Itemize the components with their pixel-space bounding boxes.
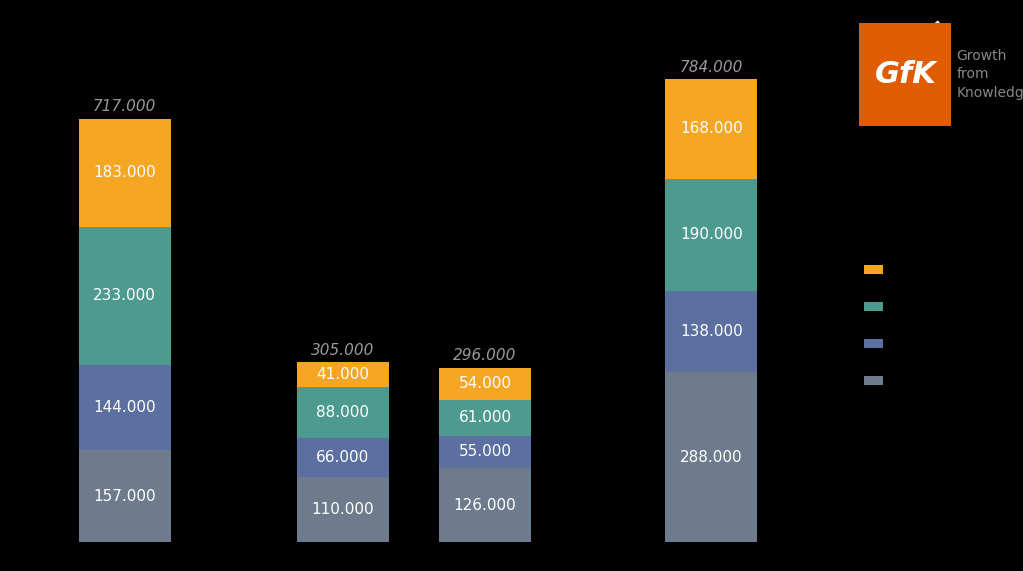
Text: 717.000: 717.000 [93,99,157,114]
Bar [439,400,531,436]
Text: 55.000: 55.000 [458,444,512,459]
Text: 110.000: 110.000 [311,502,374,517]
Text: 144.000: 144.000 [93,400,157,415]
Text: 784.000: 784.000 [679,59,743,75]
Text: GfK: GfK [875,60,936,89]
Bar [439,436,531,468]
Bar [79,227,171,365]
Bar [439,468,531,542]
Text: 183.000: 183.000 [93,166,157,180]
Text: 296.000: 296.000 [453,348,517,363]
Bar [79,119,171,227]
Text: 190.000: 190.000 [680,227,743,242]
Bar [79,365,171,450]
Text: 126.000: 126.000 [453,498,517,513]
Text: 305.000: 305.000 [311,343,374,357]
Text: 41.000: 41.000 [316,367,369,382]
Text: 157.000: 157.000 [93,489,157,504]
Text: 138.000: 138.000 [680,324,743,339]
Bar [79,450,171,542]
Bar [665,79,757,179]
Text: 168.000: 168.000 [680,122,743,136]
Bar [665,372,757,542]
Text: 66.000: 66.000 [316,451,369,465]
Bar [297,362,389,387]
Text: 61.000: 61.000 [458,410,512,425]
Bar [665,179,757,291]
Text: 233.000: 233.000 [93,288,157,303]
Bar [297,439,389,477]
Text: 88.000: 88.000 [316,405,369,420]
Text: 288.000: 288.000 [680,450,743,465]
Bar [297,387,389,439]
Text: Growth
from
Knowledge: Growth from Knowledge [957,49,1023,99]
Bar [297,477,389,542]
Bar [665,291,757,372]
Bar [439,368,531,400]
Text: 54.000: 54.000 [458,376,512,391]
